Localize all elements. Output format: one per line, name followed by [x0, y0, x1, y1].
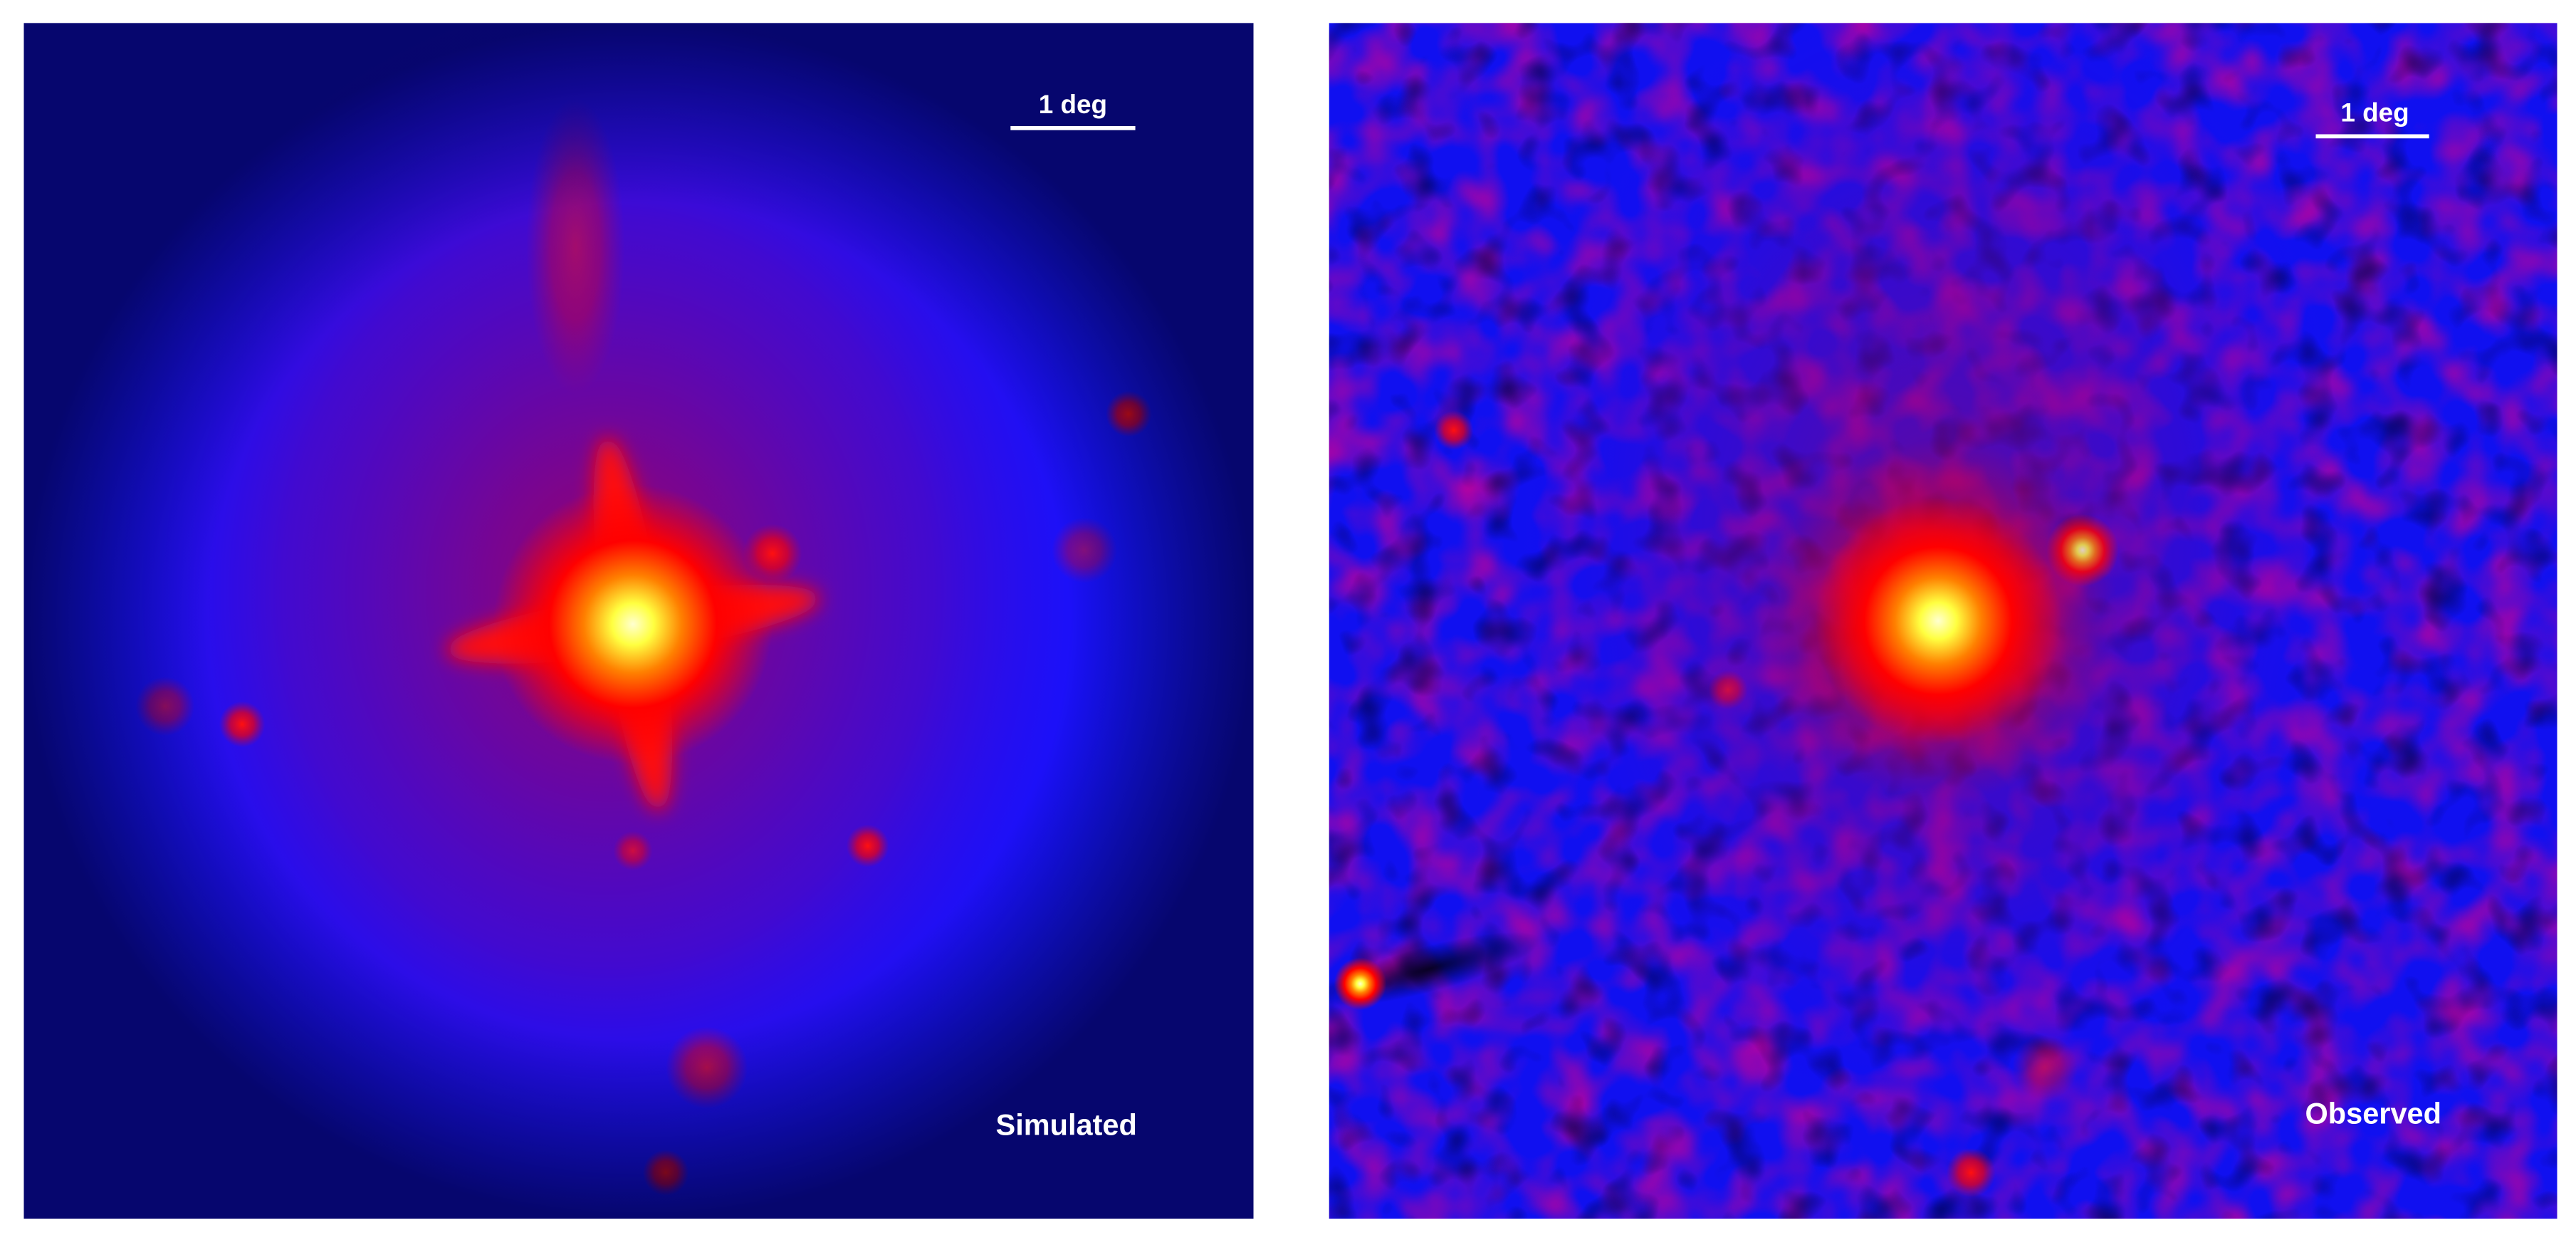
scale-bar-label: 1 deg — [2340, 98, 2409, 127]
scale-bar-label: 1 deg — [1039, 90, 1107, 119]
panel-label: Simulated — [996, 1108, 1137, 1141]
simulated-panel: 1 deg Simulated — [23, 23, 1254, 1219]
panel-label: Observed — [2305, 1096, 2441, 1130]
observed-panel: 1 deg Observed — [1329, 23, 2557, 1219]
